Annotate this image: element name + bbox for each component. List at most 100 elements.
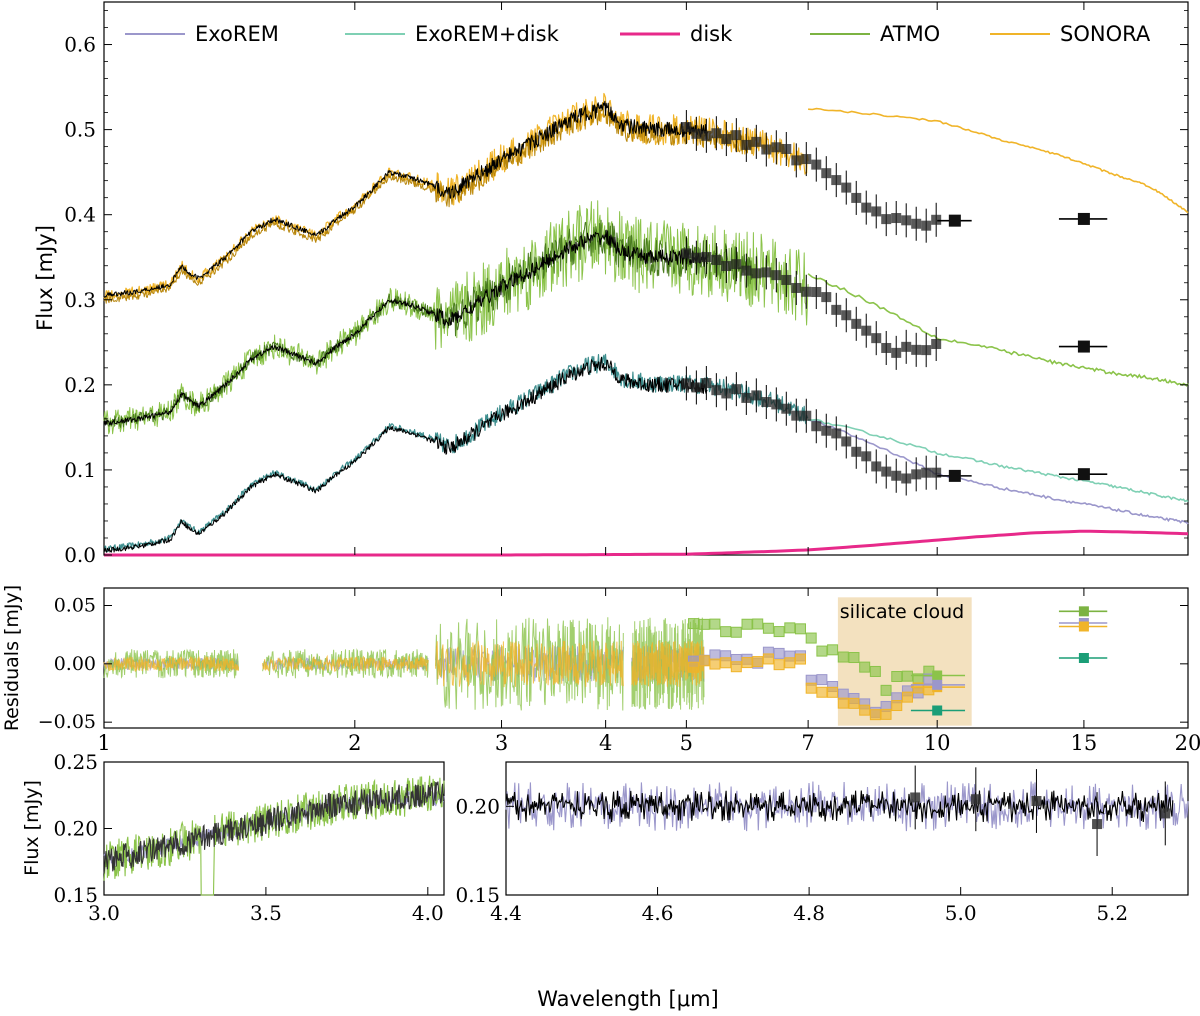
data-point — [721, 388, 732, 399]
residuals-y-axis-label: Residuals [mJy] — [1, 585, 23, 731]
data-point — [921, 220, 932, 231]
data-point — [871, 461, 882, 472]
residual-point — [848, 652, 860, 664]
data-point — [711, 128, 722, 139]
zr-x-tick-label: 4.6 — [642, 901, 674, 925]
zoom-left-content — [103, 775, 445, 896]
y-tick-label: 0.5 — [64, 118, 96, 142]
zoom-right-frame — [505, 761, 1189, 896]
data-point — [701, 130, 712, 141]
data-point — [721, 134, 732, 145]
data-point — [691, 382, 702, 393]
residual-line — [435, 617, 624, 711]
residual-point — [762, 653, 774, 665]
data-point — [851, 318, 862, 329]
zoom-right-point — [970, 794, 981, 805]
residual-line — [103, 648, 239, 679]
data-point — [871, 206, 882, 217]
residual-point — [816, 686, 828, 698]
residual-point — [784, 657, 796, 669]
residual-point — [794, 623, 806, 635]
data-point — [861, 325, 872, 336]
residual-point — [773, 659, 785, 671]
data-point — [781, 403, 792, 414]
residual-point — [891, 671, 903, 683]
data-point — [821, 292, 832, 303]
residual-point — [688, 618, 700, 630]
residual-point — [859, 661, 871, 673]
residual-point — [698, 618, 710, 630]
data-point — [741, 139, 752, 150]
data-point — [891, 347, 902, 358]
zr-x-tick-label: 4.8 — [793, 901, 825, 925]
data-point — [731, 130, 742, 141]
residual-point — [741, 618, 753, 630]
zoom-right-point — [1092, 819, 1103, 830]
zoom-right-panel: 4.4 4.6 4.8 5.0 5.2 0.15 0.20 — [455, 761, 1189, 925]
res-x-tick-label: 15 — [1071, 731, 1098, 755]
data-point — [841, 436, 852, 447]
zl-y-tick-label: 0.20 — [53, 817, 98, 841]
y-tick-label: 0.6 — [64, 33, 96, 57]
y-tick-label: 0.4 — [64, 203, 96, 227]
data-point — [811, 287, 822, 298]
y-tick-label: 0.3 — [64, 288, 96, 312]
y-tick-label: 0.1 — [64, 458, 96, 482]
main-plot-content — [103, 92, 1189, 557]
legend-label-disk: disk — [690, 22, 733, 46]
data-point — [891, 470, 902, 481]
data-point — [831, 175, 842, 186]
residual-point — [805, 632, 817, 644]
data-point — [801, 154, 812, 165]
data-point — [881, 466, 892, 477]
zr-y-tick-label: 0.20 — [455, 794, 500, 818]
zl-x-tick-label: 3.5 — [250, 901, 282, 925]
zoom-left-data-line — [103, 781, 445, 874]
data-point — [861, 202, 872, 213]
residual-point — [891, 700, 903, 712]
residual-point — [741, 657, 753, 669]
res-x-tick-label: 2 — [348, 731, 361, 755]
residual-point — [762, 622, 774, 634]
data-point — [711, 255, 722, 266]
data-point — [701, 252, 712, 263]
data-point — [681, 248, 692, 259]
main-panel: 0.0 0.1 0.2 0.3 0.4 0.5 0.6 ExoREM ExoREM+disk d… — [33, 1, 1189, 567]
data-point — [751, 390, 762, 401]
residual-point — [730, 626, 742, 638]
sonora-spectrum-line — [103, 92, 809, 301]
res-x-tick-label: 7 — [801, 731, 814, 755]
data-point — [821, 425, 832, 436]
residual-point — [784, 622, 796, 634]
zoom-right-data-line — [505, 790, 1174, 823]
data-point — [751, 268, 762, 279]
residual-point — [837, 697, 849, 709]
atmo-tail-line — [807, 273, 1189, 387]
data-point — [721, 261, 732, 272]
residual-point — [848, 697, 860, 709]
residual-line — [262, 648, 429, 679]
data-point — [801, 286, 812, 297]
zoom-right-point — [1031, 796, 1042, 807]
residual-point — [773, 626, 785, 638]
residual-line — [103, 655, 239, 673]
x-axis-label: Wavelength [μm] — [537, 987, 718, 1011]
residual-line — [262, 654, 429, 672]
data-point — [731, 384, 742, 395]
residual-point — [730, 661, 742, 673]
data-point — [931, 214, 942, 225]
data-point — [691, 252, 702, 263]
residual-point — [805, 682, 817, 694]
residual-point — [709, 618, 721, 630]
residual-photometry-point — [932, 679, 943, 690]
data-point — [781, 143, 792, 154]
data-point — [901, 215, 912, 226]
photometry-point — [1077, 212, 1090, 225]
data-point — [901, 341, 912, 352]
residuals-plot-content — [103, 597, 1108, 726]
data-point — [831, 428, 842, 439]
data-point — [741, 265, 752, 276]
data-point — [791, 410, 802, 421]
data-point — [741, 392, 752, 403]
